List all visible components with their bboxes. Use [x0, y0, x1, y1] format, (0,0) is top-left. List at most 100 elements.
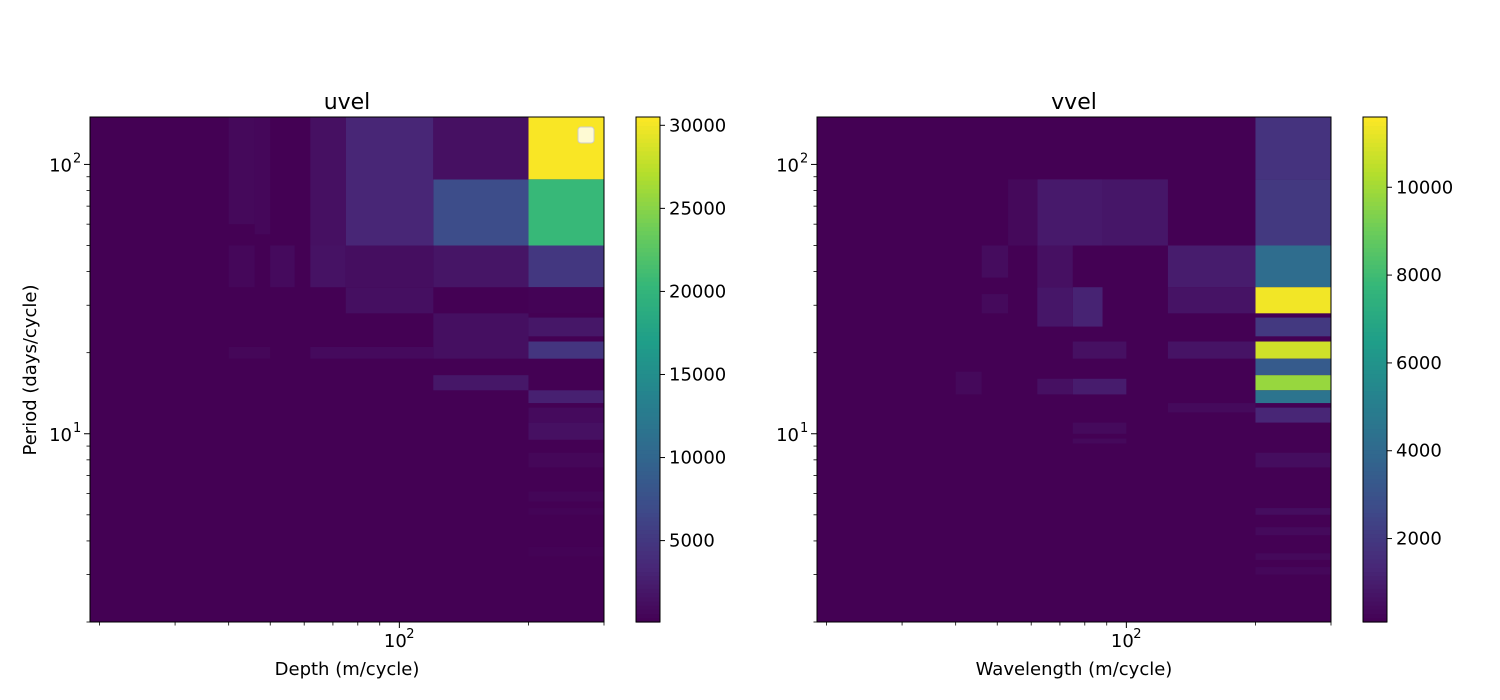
colorbar-segment [636, 386, 660, 392]
colorbar-segment [636, 449, 660, 455]
colorbar-segment [636, 605, 660, 610]
colorbar-segment [1363, 213, 1387, 219]
colorbar-segment [1363, 445, 1387, 451]
colorbar-segment [1363, 167, 1387, 173]
colorbar-segment [636, 302, 660, 307]
heatmap-cell [433, 245, 529, 288]
colorbar-segment [1363, 171, 1387, 177]
heatmap-cell [1072, 287, 1103, 327]
colorbar-segment [1363, 411, 1387, 417]
colorbar-segment [636, 365, 660, 371]
colorbar-segment [1363, 293, 1387, 299]
colorbar-segment [636, 554, 660, 560]
colorbar-segment [1363, 251, 1387, 257]
heatmap-cell [228, 117, 255, 225]
colorbar-segment [1363, 382, 1387, 387]
colorbar-segment [1363, 361, 1387, 366]
heatmap-cell [433, 179, 529, 246]
colorbar-segment [636, 260, 660, 265]
axis-ticks: 10 210 110 2 [776, 151, 1332, 652]
colorbar-segment [636, 394, 660, 400]
colorbar-segment [1363, 306, 1387, 312]
colorbar-segment [1363, 201, 1387, 206]
colorbar-segment [636, 592, 660, 598]
colorbar-segment [1363, 478, 1387, 484]
colorbar-segment [1363, 600, 1387, 606]
colorbar-segment [1363, 323, 1387, 329]
colorbar-segment [636, 546, 660, 552]
colorbar-segment [1363, 327, 1387, 333]
heatmap-cell [1255, 358, 1331, 376]
colorbar-segment [1363, 184, 1387, 190]
colorbar-segment [636, 407, 660, 413]
colorbar-segment [636, 504, 660, 509]
heatmap-cell [310, 346, 434, 359]
colorbar-frame [635, 116, 661, 623]
colorbar: 5000 10000 15000 20000 25000 30000 [635, 115, 726, 623]
colorbar-segment [636, 175, 660, 181]
colorbar-segment [636, 281, 660, 286]
colorbar-segment [1363, 154, 1387, 160]
y-tick-label-exponent: 1 [800, 421, 808, 436]
colorbar-segment [1363, 356, 1387, 362]
colorbar-segment [1363, 297, 1387, 303]
colorbar-segment [1363, 133, 1387, 139]
colorbar-segment [1363, 234, 1387, 240]
colorbar-segment [636, 348, 660, 354]
heatmap-cell [1167, 245, 1256, 288]
colorbar-segment [1363, 142, 1387, 148]
colorbar-segment [1363, 281, 1387, 286]
colorbar-segment [636, 352, 660, 358]
colorbar-segment [1363, 432, 1387, 438]
colorbar-segment [636, 297, 660, 303]
colorbar-segment [1363, 255, 1387, 261]
colorbar-segment [636, 575, 660, 581]
colorbar-tick-label: 6000 [1396, 353, 1442, 374]
heatmap-cell [1255, 390, 1331, 404]
colorbar-segment [636, 226, 660, 232]
colorbar-segment [1363, 483, 1387, 488]
colorbar-segment [1363, 613, 1387, 619]
colorbar-segment [1363, 319, 1387, 324]
x-tick-label-exponent: 2 [406, 627, 414, 642]
colorbar-segment [636, 609, 660, 615]
colorbar-segment [636, 462, 660, 467]
heatmap-cell [1037, 179, 1103, 246]
colorbar-segment [1363, 272, 1387, 278]
colorbar-segment [1363, 533, 1387, 539]
colorbar-segment [636, 310, 660, 316]
colorbar-segment [1363, 146, 1387, 152]
plot-frame [89, 116, 605, 623]
colorbar-frame [1362, 116, 1388, 623]
colorbar-segment [1363, 192, 1387, 198]
heatmap-cell [1255, 407, 1331, 423]
colorbar-segment [636, 542, 660, 547]
colorbar-segment [636, 331, 660, 337]
heatmap-cell [433, 375, 529, 391]
colorbar-segment [636, 403, 660, 408]
heatmap-cell [528, 179, 604, 246]
colorbar-segment [636, 382, 660, 387]
colorbar-segment [1363, 205, 1387, 211]
colorbar-segment [1363, 441, 1387, 446]
colorbar-segment [1363, 398, 1387, 404]
colorbar-segment [636, 584, 660, 589]
colorbar-segment [1363, 159, 1387, 164]
colorbar-segment [636, 251, 660, 257]
colorbar-tick-label: 4000 [1396, 441, 1442, 462]
colorbar-segment [636, 516, 660, 522]
colorbar-segment [1363, 579, 1387, 585]
colorbar-segment [1363, 352, 1387, 358]
colorbar-segment [636, 453, 660, 459]
colorbar-segment [636, 142, 660, 148]
colorbar-segment [1363, 571, 1387, 577]
colorbar-segment [636, 508, 660, 514]
heatmap-cell [1255, 117, 1331, 180]
colorbar-segment [1363, 436, 1387, 442]
colorbar-segment [636, 596, 660, 602]
colorbar-segment [1363, 516, 1387, 522]
colorbar-segment [1363, 563, 1387, 568]
colorbar-segment [1363, 550, 1387, 556]
colorbar-segment [636, 420, 660, 425]
